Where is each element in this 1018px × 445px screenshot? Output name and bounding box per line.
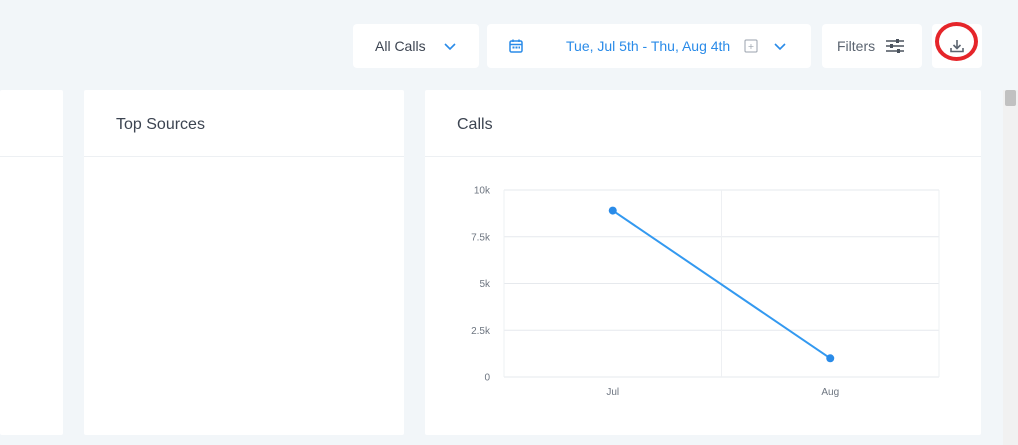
sliders-icon	[886, 39, 905, 53]
calls-title: Calls	[425, 90, 981, 157]
scrollbar-track[interactable]	[1003, 90, 1018, 445]
calls-card: Calls 0 2.5k 5k 7.5k 10k Jul Aug	[425, 90, 981, 435]
date-range-label: Tue, Jul 5th - Thu, Aug 4th	[566, 38, 731, 54]
y-tick-label: 0	[484, 373, 490, 384]
image-placeholder-icon: +	[744, 39, 758, 53]
calls-line-chart: 0 2.5k 5k 7.5k 10k Jul Aug	[471, 186, 940, 398]
x-tick-label: Aug	[821, 387, 839, 398]
data-point	[608, 206, 617, 215]
filters-label: Filters	[837, 38, 876, 54]
calendar-icon	[509, 39, 523, 53]
data-point	[826, 354, 835, 363]
y-tick-label: 2.5k	[471, 326, 491, 337]
all-calls-label: All Calls	[375, 38, 426, 54]
left-card-header	[0, 90, 63, 157]
all-calls-dropdown[interactable]: All Calls	[353, 24, 479, 68]
scrollbar-thumb[interactable]	[1005, 90, 1016, 106]
series-line	[612, 209, 831, 360]
download-button[interactable]	[932, 24, 982, 68]
filters-button[interactable]: Filters	[822, 24, 922, 68]
chevron-down-icon	[444, 43, 456, 51]
top-sources-card: Top Sources	[84, 90, 404, 435]
x-tick-label: Jul	[606, 387, 619, 398]
svg-text:+: +	[748, 42, 755, 51]
y-tick-label: 5k	[479, 279, 491, 290]
download-icon	[950, 40, 964, 53]
chevron-down-icon	[774, 43, 786, 51]
y-tick-label: 10k	[474, 186, 491, 197]
top-sources-title: Top Sources	[84, 90, 404, 157]
left-card	[0, 90, 63, 435]
y-tick-label: 7.5k	[471, 232, 491, 243]
date-range-picker[interactable]: Tue, Jul 5th - Thu, Aug 4th +	[487, 24, 811, 68]
